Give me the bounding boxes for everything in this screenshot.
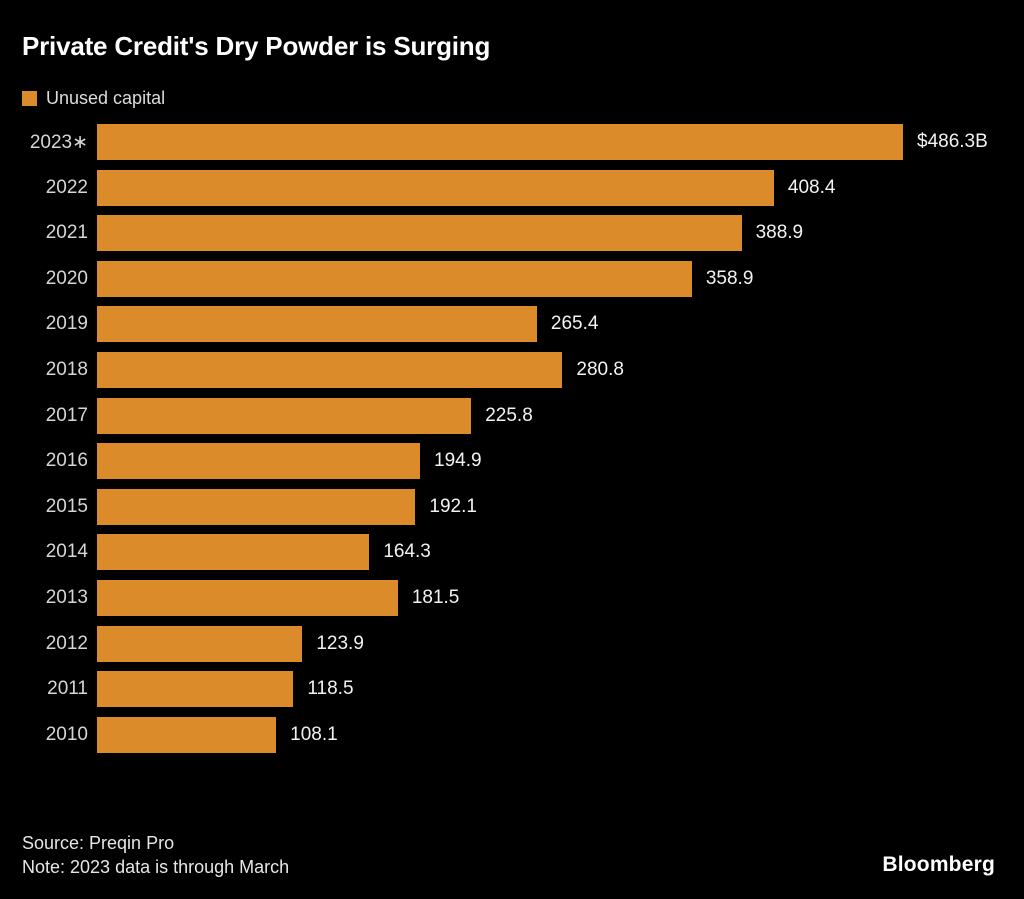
value-label: 181.5 (411, 587, 460, 608)
bar (97, 716, 277, 753)
chart-row: 2017 225.8 (0, 397, 1024, 434)
bar (97, 352, 563, 388)
chart-row: 2014 164.3 (0, 534, 1024, 571)
bar (97, 215, 742, 252)
value-label: 408.4 (787, 176, 836, 198)
value-label: 123.9 (316, 632, 364, 654)
bar (97, 671, 294, 708)
chart-title: Private Credit's Dry Powder is Surging (22, 31, 491, 61)
bar (97, 124, 903, 160)
chart-row: 2020 358.9 (0, 260, 1024, 297)
value-label: 388.9 (755, 222, 804, 244)
value-label: 280.8 (576, 359, 624, 380)
bar (97, 488, 416, 525)
bar (97, 169, 774, 206)
chart-row: 2016 194.9 (0, 443, 1024, 480)
chart-row: 2023∗ $486.3B (0, 124, 1024, 160)
data-note: Note: 2023 data is through March (22, 857, 290, 877)
value-label: 118.5 (307, 678, 354, 700)
year-label: 2011 (47, 678, 88, 700)
chart-row: 2018 280.8 (0, 352, 1024, 388)
chart-row: 2012 123.9 (0, 625, 1024, 662)
bar (97, 534, 370, 571)
year-label: 2020 (45, 267, 88, 289)
chart-row: 2022 408.4 (0, 169, 1024, 206)
chart-row: 2021 388.9 (0, 215, 1024, 252)
chart-row: 2011 118.5 (0, 671, 1024, 708)
value-label: $486.3B (917, 131, 988, 152)
year-label: 2010 (45, 723, 88, 745)
value-label: 192.1 (429, 495, 477, 517)
value-label: 265.4 (550, 313, 599, 335)
chart-row: 2010 108.1 (0, 716, 1024, 753)
year-label: 2019 (45, 313, 88, 335)
source-note: Source: Preqin Pro (22, 833, 175, 853)
year-label: 2021 (45, 222, 88, 244)
value-label: 164.3 (383, 541, 431, 563)
bar (97, 625, 303, 662)
value-label: 225.8 (485, 404, 533, 426)
legend-swatch-icon (22, 91, 37, 106)
legend-label: Unused capital (46, 88, 166, 108)
bar-chart: 2023∗ $486.3B 2022 408.4 2021 388.9 2020 358.9 2… (0, 124, 1024, 764)
bar (97, 580, 398, 616)
value-label: 108.1 (290, 723, 338, 745)
value-label: 194.9 (434, 450, 482, 472)
year-label: 2022 (45, 176, 88, 198)
year-label: 2012 (45, 632, 88, 654)
value-label: 358.9 (705, 267, 754, 289)
legend: Unused capital (22, 88, 165, 109)
bar (97, 443, 421, 480)
bloomberg-logo: Bloomberg (882, 853, 995, 876)
year-label: 2017 (45, 404, 88, 426)
year-label: 2023∗ (29, 131, 88, 153)
bar (97, 306, 537, 343)
chart-row: 2015 192.1 (0, 488, 1024, 525)
year-label: 2013 (45, 587, 88, 608)
year-label: 2014 (45, 541, 88, 563)
chart-row: 2013 181.5 (0, 580, 1024, 616)
year-label: 2018 (45, 359, 88, 380)
bar (97, 397, 472, 434)
bar (97, 260, 692, 297)
year-label: 2015 (45, 495, 88, 517)
chart-row: 2019 265.4 (0, 306, 1024, 343)
year-label: 2016 (45, 450, 88, 472)
